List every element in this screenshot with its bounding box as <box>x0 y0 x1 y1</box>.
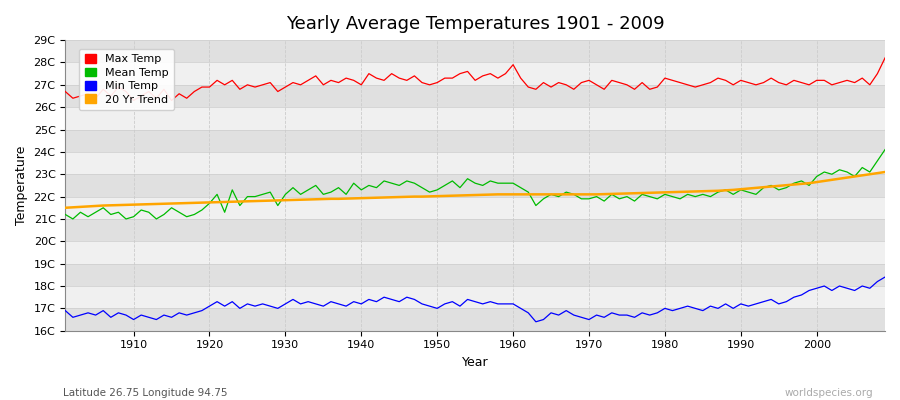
Bar <box>66 62 885 85</box>
Y-axis label: Temperature: Temperature <box>15 146 28 225</box>
Bar <box>66 85 885 107</box>
Bar <box>66 241 885 264</box>
Bar <box>66 107 885 130</box>
Bar <box>66 174 885 196</box>
Legend: Max Temp, Mean Temp, Min Temp, 20 Yr Trend: Max Temp, Mean Temp, Min Temp, 20 Yr Tre… <box>79 48 174 110</box>
Bar <box>66 264 885 286</box>
Bar <box>66 286 885 308</box>
Bar <box>66 219 885 241</box>
Bar <box>66 40 885 62</box>
Text: worldspecies.org: worldspecies.org <box>785 388 873 398</box>
Bar <box>66 196 885 219</box>
Title: Yearly Average Temperatures 1901 - 2009: Yearly Average Temperatures 1901 - 2009 <box>286 15 664 33</box>
Bar <box>66 152 885 174</box>
X-axis label: Year: Year <box>462 356 489 369</box>
Bar <box>66 130 885 152</box>
Text: Latitude 26.75 Longitude 94.75: Latitude 26.75 Longitude 94.75 <box>63 388 228 398</box>
Bar <box>66 308 885 331</box>
